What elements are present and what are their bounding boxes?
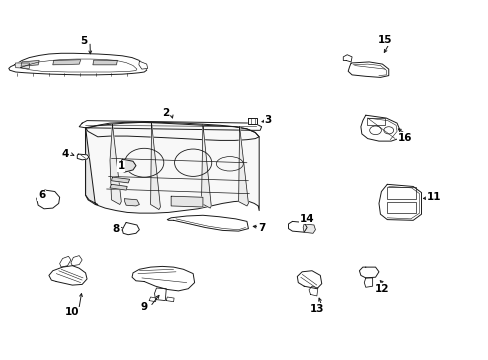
Polygon shape — [139, 61, 147, 69]
Polygon shape — [303, 224, 315, 233]
Polygon shape — [248, 118, 257, 124]
Polygon shape — [85, 122, 259, 213]
Polygon shape — [359, 267, 378, 278]
Polygon shape — [16, 63, 29, 68]
Polygon shape — [110, 124, 121, 204]
Polygon shape — [85, 128, 98, 204]
Polygon shape — [60, 256, 71, 267]
Polygon shape — [110, 184, 127, 190]
Text: 1: 1 — [118, 161, 124, 171]
Polygon shape — [122, 222, 139, 235]
Polygon shape — [288, 221, 306, 232]
Polygon shape — [93, 60, 117, 65]
Text: 14: 14 — [299, 214, 314, 224]
Bar — [386, 187, 415, 199]
Polygon shape — [364, 278, 372, 287]
Polygon shape — [21, 60, 39, 66]
Bar — [366, 118, 385, 125]
Polygon shape — [77, 154, 89, 160]
Text: 6: 6 — [38, 190, 45, 200]
Polygon shape — [297, 271, 321, 289]
Polygon shape — [238, 127, 248, 206]
Polygon shape — [53, 60, 81, 65]
Text: 9: 9 — [141, 302, 147, 312]
Polygon shape — [85, 122, 259, 140]
Bar — [386, 202, 415, 213]
Text: 4: 4 — [61, 149, 69, 159]
Polygon shape — [378, 184, 421, 220]
Polygon shape — [9, 53, 146, 75]
Polygon shape — [360, 115, 399, 141]
Polygon shape — [37, 190, 60, 209]
Text: 13: 13 — [309, 304, 324, 314]
Polygon shape — [124, 199, 139, 206]
Polygon shape — [201, 124, 211, 208]
Text: 16: 16 — [397, 132, 411, 143]
Text: 3: 3 — [264, 114, 271, 125]
Polygon shape — [149, 297, 156, 302]
Polygon shape — [167, 215, 248, 231]
Polygon shape — [347, 62, 388, 77]
Text: 2: 2 — [162, 108, 168, 118]
Text: 8: 8 — [113, 224, 120, 234]
Text: 15: 15 — [377, 35, 392, 45]
Polygon shape — [111, 177, 129, 183]
Text: 12: 12 — [374, 284, 389, 294]
Text: 7: 7 — [257, 222, 265, 233]
Polygon shape — [171, 196, 203, 207]
Text: 11: 11 — [426, 192, 441, 202]
Polygon shape — [150, 123, 160, 210]
Polygon shape — [79, 121, 261, 130]
Text: 10: 10 — [65, 307, 80, 318]
Polygon shape — [132, 266, 194, 291]
Polygon shape — [154, 288, 166, 301]
Polygon shape — [49, 266, 87, 285]
Polygon shape — [343, 55, 351, 62]
Polygon shape — [166, 297, 174, 302]
Polygon shape — [117, 159, 136, 172]
Text: 5: 5 — [81, 36, 87, 46]
Polygon shape — [308, 286, 317, 296]
Polygon shape — [71, 256, 82, 266]
